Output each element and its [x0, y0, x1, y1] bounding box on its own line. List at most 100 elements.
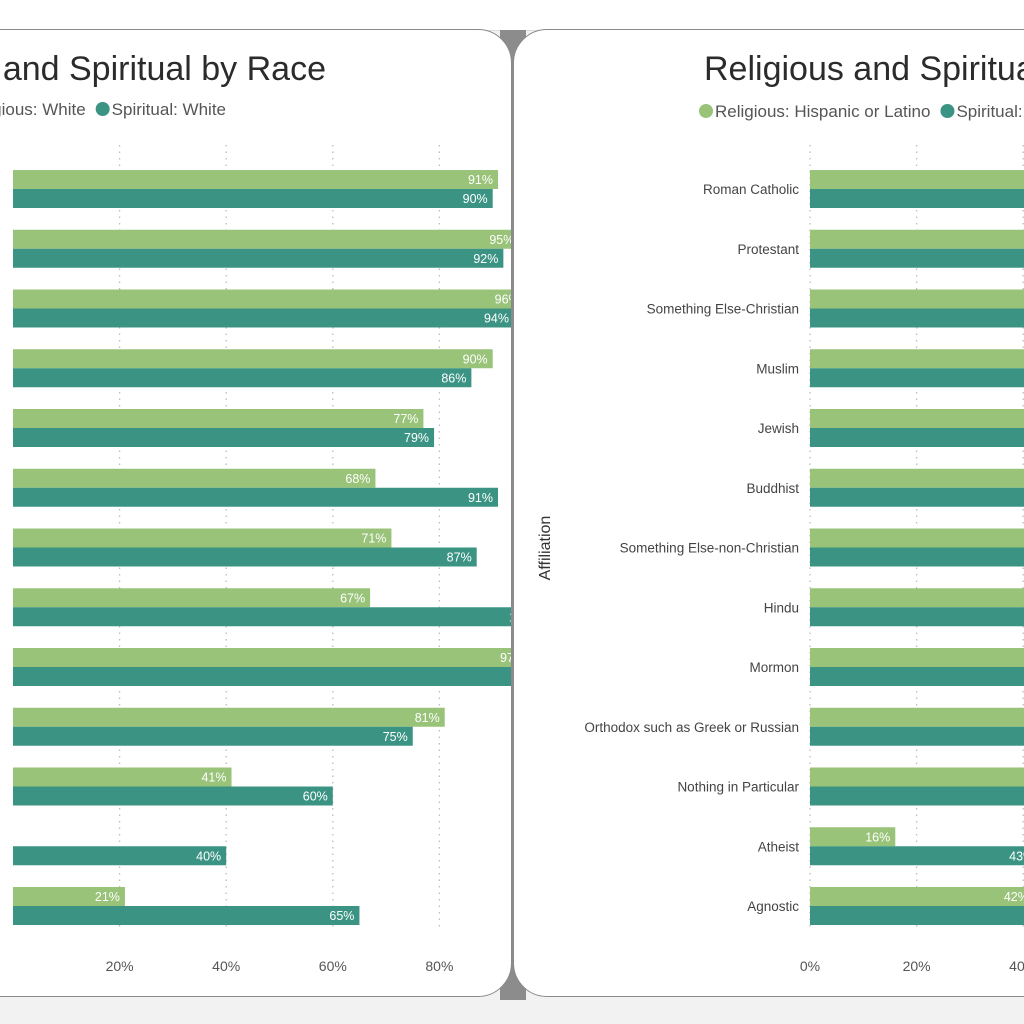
x-tick-label: 20%: [903, 958, 931, 974]
spiritual-bar: [810, 308, 1024, 328]
religious-bar: [810, 827, 896, 847]
category-label: Something Else-non-Christian: [620, 541, 799, 556]
data-label: 99%: [511, 670, 512, 684]
religious-bar: [13, 229, 511, 249]
data-label: 77%: [393, 412, 418, 426]
category-label: Agnostic: [747, 899, 799, 914]
data-label: 41%: [201, 771, 226, 785]
spiritual-bar: [810, 428, 1024, 447]
spiritual-bar: [13, 189, 493, 208]
data-label: 65%: [329, 909, 354, 923]
religious-bar: [810, 468, 1024, 488]
religious-bar: [13, 767, 232, 787]
religious-bar: [810, 409, 1024, 428]
religious-bar: [13, 588, 371, 608]
category-label: Hindu: [764, 600, 799, 615]
category-label: Jewish: [758, 421, 799, 436]
spiritual-bar: [810, 189, 1024, 208]
religious-bar: [13, 349, 493, 369]
religious-bar: [810, 349, 1024, 369]
category-label: Protestant: [737, 242, 799, 257]
legend-label: Religious: Hispanic or Latino: [715, 102, 930, 121]
spiritual-bar: [810, 368, 1024, 388]
category-label: Orthodox such as Greek or Russian: [584, 720, 799, 735]
chart-right-svg: 0% 20% 40% Roman Catholic Protestant Somethin…: [537, 50, 1024, 974]
category-label: Nothing in Particular: [677, 780, 799, 795]
spiritual-bar: [810, 667, 1024, 686]
religious-bar: [810, 229, 1024, 249]
spiritual-bar: [13, 368, 472, 388]
data-label: 79%: [404, 431, 429, 445]
category-label: Buddhist: [746, 481, 799, 496]
x-tick-label: 40%: [1009, 958, 1024, 974]
chart-title: Religious and Spiritual by Race: [0, 50, 326, 88]
data-label: 42%: [1004, 890, 1024, 904]
spiritual-bar: [810, 846, 1024, 866]
data-label: 60%: [303, 790, 328, 804]
spiritual-bar: [810, 547, 1024, 567]
x-tick-label: 60%: [319, 958, 347, 974]
religious-bar: [13, 707, 445, 727]
category-label: Muslim: [756, 361, 799, 376]
religious-bar: [810, 170, 1024, 189]
data-label: 91%: [468, 173, 493, 187]
chart-panel-left: 20% 40% 60% 80% 100% 91% 95% 96% 90% 77% 68% 71% 67%…: [0, 29, 512, 997]
spiritual-bar: [810, 487, 1024, 507]
data-label: 90%: [463, 352, 488, 366]
data-label: 68%: [345, 472, 370, 486]
top-strip: [0, 0, 1024, 31]
spiritual-bar: [13, 726, 413, 746]
data-label: 81%: [415, 711, 440, 725]
religious-bar: [13, 648, 511, 667]
x-tick-label: 0%: [800, 958, 820, 974]
religious-bar: [810, 887, 1024, 906]
religious-bar: [810, 767, 1024, 787]
category-label: Something Else-Christian: [647, 302, 799, 317]
data-label: 86%: [441, 371, 466, 385]
religious-bar: [810, 528, 1024, 548]
spiritual-bar: [810, 607, 1024, 627]
legend-marker: [699, 104, 713, 118]
religious-bar: [13, 528, 392, 548]
data-label: 87%: [447, 551, 472, 565]
chart-panel-right: 0% 20% 40% Roman Catholic Protestant Somethin…: [513, 29, 1024, 997]
spiritual-bar: [13, 428, 435, 447]
spiritual-bar: [13, 786, 333, 806]
religious-bar: [810, 648, 1024, 667]
religious-bar: [810, 707, 1024, 727]
data-label: 40%: [196, 849, 221, 863]
data-label: 90%: [463, 192, 488, 206]
legend: Religious: White Spiritual: White: [0, 100, 226, 119]
y-axis-title: Affiliation: [537, 516, 554, 581]
data-label: 95%: [489, 233, 512, 247]
chart-title: Religious and Spiritual by Race: [704, 50, 1024, 88]
spiritual-bar: [810, 726, 1024, 746]
spiritual-bar: [13, 487, 499, 507]
religious-bar: [13, 468, 376, 488]
spiritual-bar: [13, 667, 511, 686]
legend-marker: [95, 102, 110, 116]
data-label: 75%: [383, 730, 408, 744]
x-tick-label: 20%: [106, 958, 134, 974]
data-label: 67%: [340, 591, 365, 605]
data-label: 71%: [361, 532, 386, 546]
spiritual-bar: [810, 906, 1024, 925]
spiritual-bar: [13, 607, 511, 627]
data-label: 94%: [484, 312, 509, 326]
data-label: 43%: [1009, 849, 1024, 863]
spiritual-bar: [810, 248, 1024, 268]
category-label: Roman Catholic: [703, 182, 799, 197]
data-label: 92%: [473, 252, 498, 266]
religious-bar: [13, 289, 511, 309]
spiritual-bar: [13, 846, 227, 866]
legend-marker: [940, 104, 955, 118]
spiritual-bar: [13, 308, 511, 328]
legend-label: Religious: White: [0, 100, 86, 119]
data-label: 91%: [468, 491, 493, 505]
spiritual-bar: [13, 248, 504, 268]
x-tick-label: 40%: [212, 958, 240, 974]
x-tick-label: 80%: [425, 958, 453, 974]
legend-label: Spiritual: Hispanic or Latino: [956, 102, 1024, 121]
religious-bar: [810, 588, 1024, 608]
data-label: 97%: [500, 651, 512, 665]
